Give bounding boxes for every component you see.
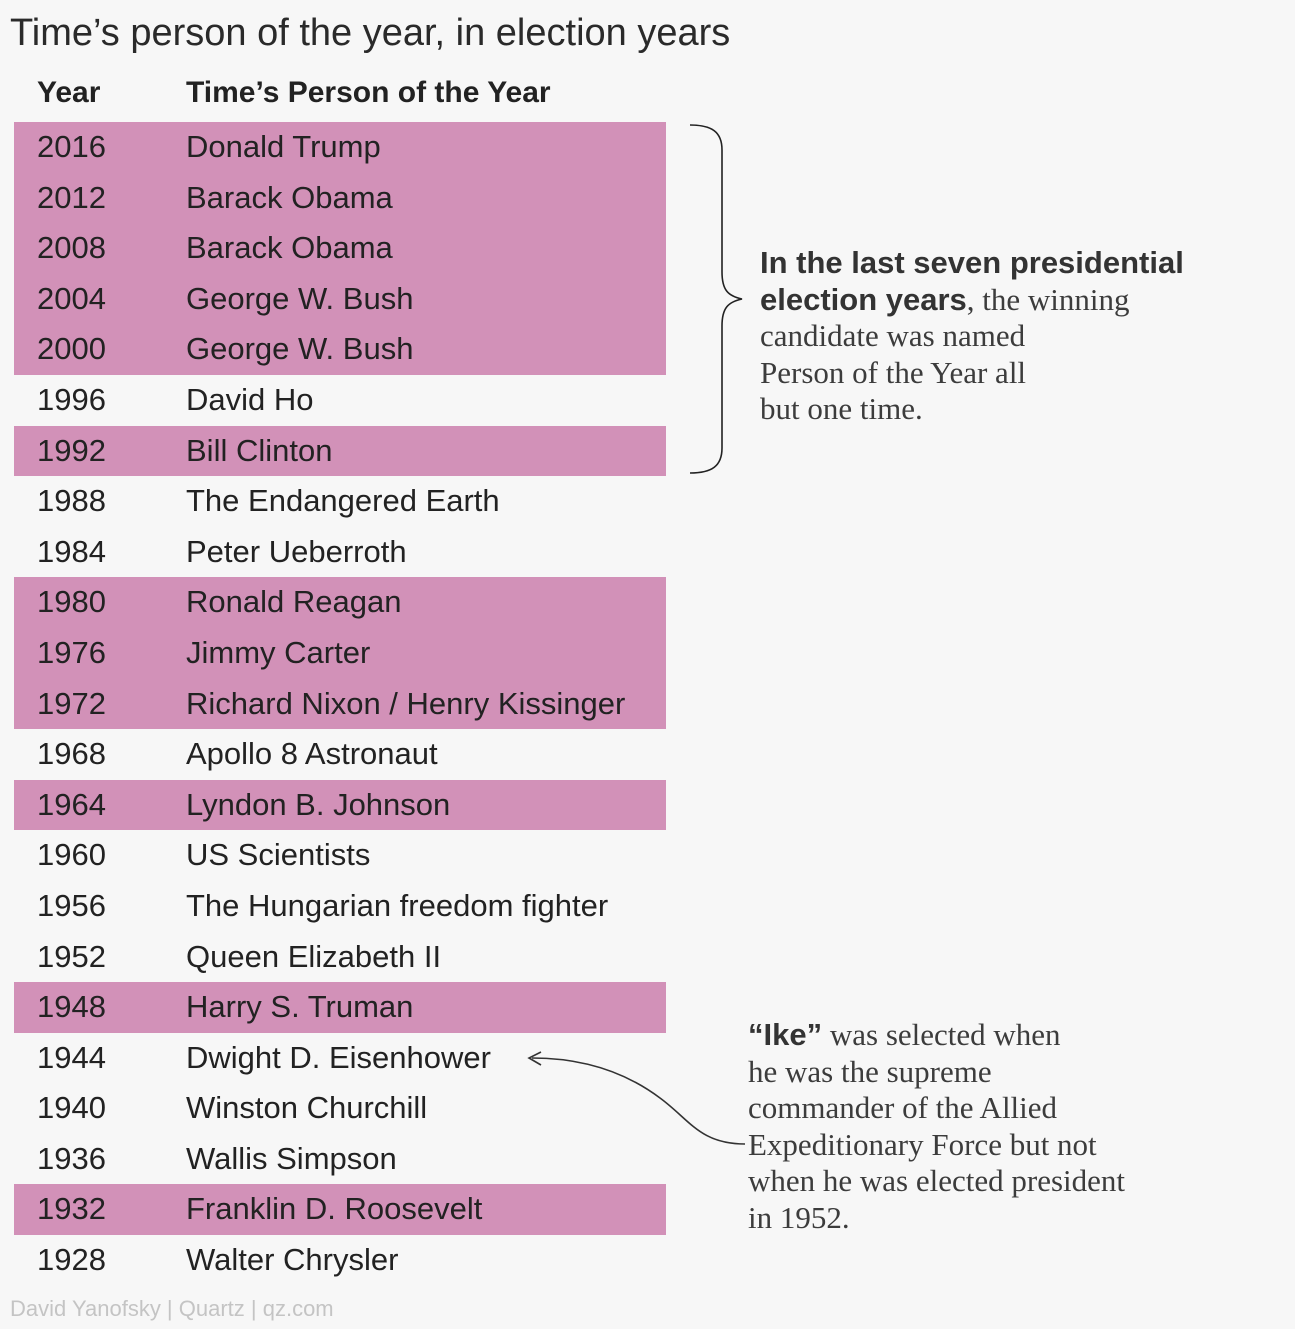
row-person: Richard Nixon / Henry Kissinger <box>186 685 626 721</box>
chart-title: Time’s person of the year, in election y… <box>10 12 731 54</box>
annotation-election-years: In the last seven presidential election … <box>760 245 1230 428</box>
row-year: 1996 <box>37 381 106 417</box>
arrow-line <box>531 1057 746 1145</box>
annotation-election-years-bold: In the last seven presidential election … <box>760 245 1184 317</box>
row-person: George W. Bush <box>186 280 414 316</box>
row-person: Barack Obama <box>186 179 393 215</box>
row-year: 2000 <box>37 331 106 367</box>
table-row: 2004 George W. Bush <box>14 273 666 325</box>
row-person: US Scientists <box>186 837 371 873</box>
row-year: 1964 <box>37 786 106 822</box>
row-person: Barack Obama <box>186 230 393 266</box>
arrowhead <box>527 1051 542 1066</box>
table-row: 1956 The Hungarian freedom fighter <box>14 881 666 932</box>
row-year: 1980 <box>37 584 106 620</box>
row-year: 1952 <box>37 938 106 974</box>
row-person: The Hungarian freedom fighter <box>186 887 609 923</box>
row-person: The Endangered Earth <box>186 483 500 519</box>
annotation-ike-bold: “Ike” <box>748 1017 823 1052</box>
row-year: 2008 <box>37 230 106 266</box>
table-row: 1940 Winston Churchill <box>14 1083 666 1134</box>
row-person: Winston Churchill <box>186 1090 428 1126</box>
row-year: 1932 <box>37 1191 106 1227</box>
row-person: Donald Trump <box>186 129 381 164</box>
row-person: Lyndon B. Johnson <box>186 786 451 822</box>
row-person: Dwight D. Eisenhower <box>186 1039 491 1075</box>
row-person: Ronald Reagan <box>186 584 402 620</box>
table-row: 1984 Peter Ueberroth <box>14 527 666 578</box>
column-header-person: Time’s Person of the Year <box>186 76 551 109</box>
table-row: 1988 The Endangered Earth <box>14 476 666 527</box>
row-year: 1992 <box>37 432 106 468</box>
row-year: 1988 <box>37 483 106 519</box>
table-row: 1952 Queen Elizabeth II <box>14 932 666 983</box>
row-person: Queen Elizabeth II <box>186 938 442 974</box>
table-row: 1976 Jimmy Carter <box>14 627 666 679</box>
row-person: Walter Chrysler <box>186 1242 399 1278</box>
table-row: 2008 Barack Obama <box>14 223 666 274</box>
row-year: 2016 <box>37 129 106 164</box>
table-row: 1992 Bill Clinton <box>14 425 666 477</box>
brace-mark <box>689 124 743 474</box>
table-row: 2000 George W. Bush <box>14 324 666 375</box>
row-person: George W. Bush <box>186 331 414 367</box>
table-row: 1928 Walter Chrysler <box>14 1235 666 1286</box>
row-year: 1936 <box>37 1140 106 1176</box>
table-row: 1972 Richard Nixon / Henry Kissinger <box>14 678 666 730</box>
row-person: Peter Ueberroth <box>186 533 407 569</box>
annotation-ike-text: was selected when he was the supreme com… <box>748 1017 1126 1235</box>
row-person: Apollo 8 Astronaut <box>186 736 438 772</box>
row-person: Wallis Simpson <box>186 1140 397 1176</box>
row-year: 1948 <box>37 989 106 1025</box>
table-row: 1980 Ronald Reagan <box>14 577 666 628</box>
table-row: 1968 Apollo 8 Astronaut <box>14 729 666 780</box>
table-row: 1960 US Scientists <box>14 830 666 881</box>
column-header-year: Year <box>37 76 101 109</box>
table-row: 2012 Barack Obama <box>14 172 666 224</box>
annotation-ike: “Ike” was selected when he was the supre… <box>748 1017 1248 1236</box>
row-person: Franklin D. Roosevelt <box>186 1191 483 1227</box>
table-row: 1936 Wallis Simpson <box>14 1134 666 1185</box>
table-row: 1964 Lyndon B. Johnson <box>14 779 666 831</box>
table-row: 1948 Harry S. Truman <box>14 982 666 1033</box>
row-person: David Ho <box>186 381 314 417</box>
table-row: 1944 Dwight D. Eisenhower <box>14 1033 666 1084</box>
table-row: 2016 Donald Trump <box>14 122 666 173</box>
table-row: 1932 Franklin D. Roosevelt <box>14 1184 666 1236</box>
row-year: 1940 <box>37 1090 106 1126</box>
row-year: 1968 <box>37 736 106 772</box>
row-year: 2012 <box>37 179 106 215</box>
annotation-election-years-text: , the winning candidate was named Person… <box>760 281 1130 427</box>
source-credit: David Yanofsky | Quartz | qz.com <box>10 1296 334 1321</box>
row-year: 1960 <box>37 837 106 873</box>
row-year: 2004 <box>37 280 106 316</box>
table-body: 2016 Donald Trump 2012 Barack Obama 2008 Bara… <box>14 122 666 1286</box>
row-year: 1976 <box>37 634 106 670</box>
row-year: 1956 <box>37 887 106 923</box>
row-person: Bill Clinton <box>186 432 333 468</box>
row-year: 1972 <box>37 685 106 721</box>
row-person: Jimmy Carter <box>186 634 371 670</box>
row-person: Harry S. Truman <box>186 989 414 1025</box>
row-year: 1944 <box>37 1039 106 1075</box>
row-year: 1928 <box>37 1242 106 1278</box>
table-row: 1996 David Ho <box>14 375 666 426</box>
row-year: 1984 <box>37 533 106 569</box>
